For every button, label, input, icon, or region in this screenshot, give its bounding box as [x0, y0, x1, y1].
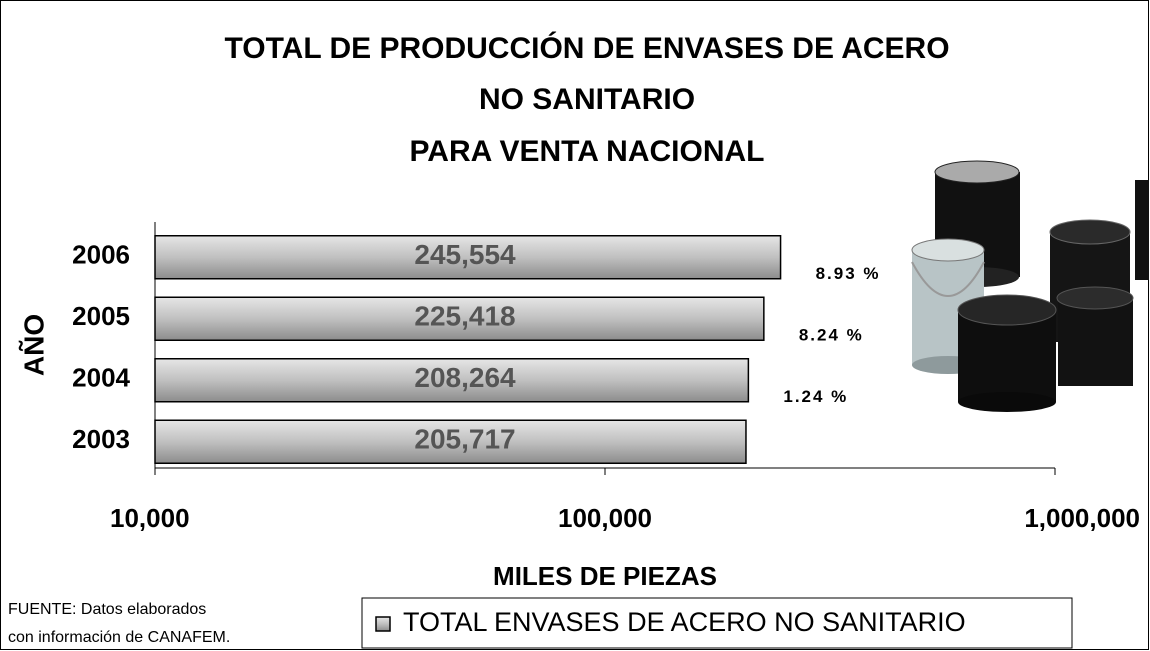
growth-annotation: 8.93 % [816, 264, 881, 283]
y-tick-label: 2003 [72, 424, 130, 454]
growth-annotation: 1.24 % [783, 387, 848, 406]
y-axis-label: AÑO [18, 314, 49, 376]
legend-label: TOTAL ENVASES DE ACERO NO SANITARIO [403, 607, 966, 637]
x-axis-label: MILES DE PIEZAS [493, 561, 717, 591]
x-tick-label: 1,000,000 [1024, 503, 1140, 533]
title: TOTAL DE PRODUCCIÓN DE ENVASES DE ACERO … [224, 31, 949, 168]
bar [154, 358, 750, 403]
legend [361, 597, 1073, 649]
growth-annotation: 8.24 % [799, 326, 864, 345]
source-note: FUENTE: Datos elaborados [8, 601, 206, 618]
legend-swatch [375, 616, 391, 632]
value-label: 225,418 [414, 301, 515, 332]
y-tick-label: 2005 [72, 301, 130, 331]
source-note: con información de CANAFEM. [8, 629, 230, 646]
x-tick-label: 10,000 [110, 503, 190, 533]
title-line: PARA VENTA NACIONAL [410, 135, 765, 168]
title-line: NO SANITARIO [479, 83, 695, 116]
bar [154, 235, 782, 280]
value-label: 208,264 [414, 362, 516, 393]
y-tick-label: 2006 [72, 240, 130, 270]
value-label: 205,717 [414, 424, 515, 455]
value-label: 245,554 [414, 239, 516, 270]
bar [154, 296, 765, 341]
buckets-image [911, 160, 1149, 412]
x-tick-label: 100,000 [558, 503, 652, 533]
title-line: TOTAL DE PRODUCCIÓN DE ENVASES DE ACERO [224, 31, 949, 65]
bar [154, 419, 747, 464]
y-tick-label: 2004 [72, 363, 130, 393]
